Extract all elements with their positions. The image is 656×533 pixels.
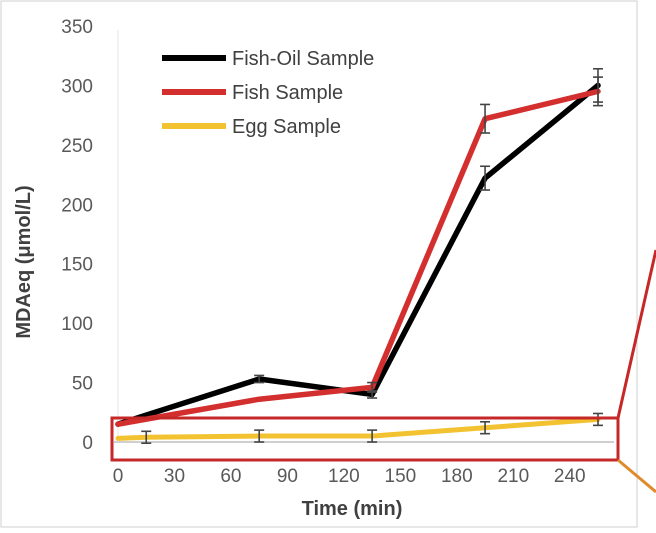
highlight-box <box>110 416 620 462</box>
error-bar <box>480 420 491 435</box>
series-egg-sample <box>115 412 603 444</box>
x-tick-label: 0 <box>113 466 124 487</box>
data-point <box>117 437 119 439</box>
x-tick-label: 180 <box>441 466 473 487</box>
series-fish-sample <box>115 76 603 427</box>
error-bar <box>480 103 491 134</box>
y-tick-label: 150 <box>61 255 93 276</box>
y-tick-label: 50 <box>72 374 93 395</box>
series-line <box>115 416 601 441</box>
error-bar <box>593 76 603 107</box>
series-fish-oil-sample <box>115 67 603 427</box>
y-tick-label: 300 <box>61 76 93 97</box>
x-tick-label: 150 <box>385 466 417 487</box>
data-point <box>117 423 119 425</box>
y-axis-title: MDAeq (μmol/L) <box>13 185 35 338</box>
legend-item: Egg Sample <box>162 116 341 138</box>
y-tick-label: 0 <box>82 433 93 454</box>
legend-label: Egg Sample <box>232 116 341 138</box>
series-line <box>115 82 601 427</box>
error-bar <box>254 429 265 443</box>
y-tick-label: 250 <box>61 136 93 157</box>
error-bar <box>367 429 378 443</box>
error-bar <box>480 165 491 191</box>
figure-border <box>0 0 638 528</box>
x-axis-title: Time (min) <box>302 498 403 520</box>
data-point <box>258 398 260 400</box>
x-tick-label: 120 <box>328 466 360 487</box>
x-tick-label: 240 <box>554 466 586 487</box>
error-bar <box>141 430 152 444</box>
error-bar <box>254 374 265 384</box>
y-tick-label: 100 <box>61 314 93 335</box>
connector-line-top <box>616 249 656 419</box>
y-tick-label: 350 <box>61 17 93 38</box>
legend-label: Fish-Oil Sample <box>232 48 374 70</box>
legend-item: Fish-Oil Sample <box>162 48 374 70</box>
x-tick-label: 210 <box>497 466 529 487</box>
legend-item: Fish Sample <box>162 82 343 104</box>
connector-line-bottom <box>617 458 656 494</box>
x-tick-label: 90 <box>277 466 298 487</box>
x-tick-label: 30 <box>164 466 185 487</box>
y-tick-label: 200 <box>61 195 93 216</box>
x-tick-label: 60 <box>220 466 241 487</box>
error-bar <box>367 381 378 393</box>
legend-label: Fish Sample <box>232 82 343 104</box>
